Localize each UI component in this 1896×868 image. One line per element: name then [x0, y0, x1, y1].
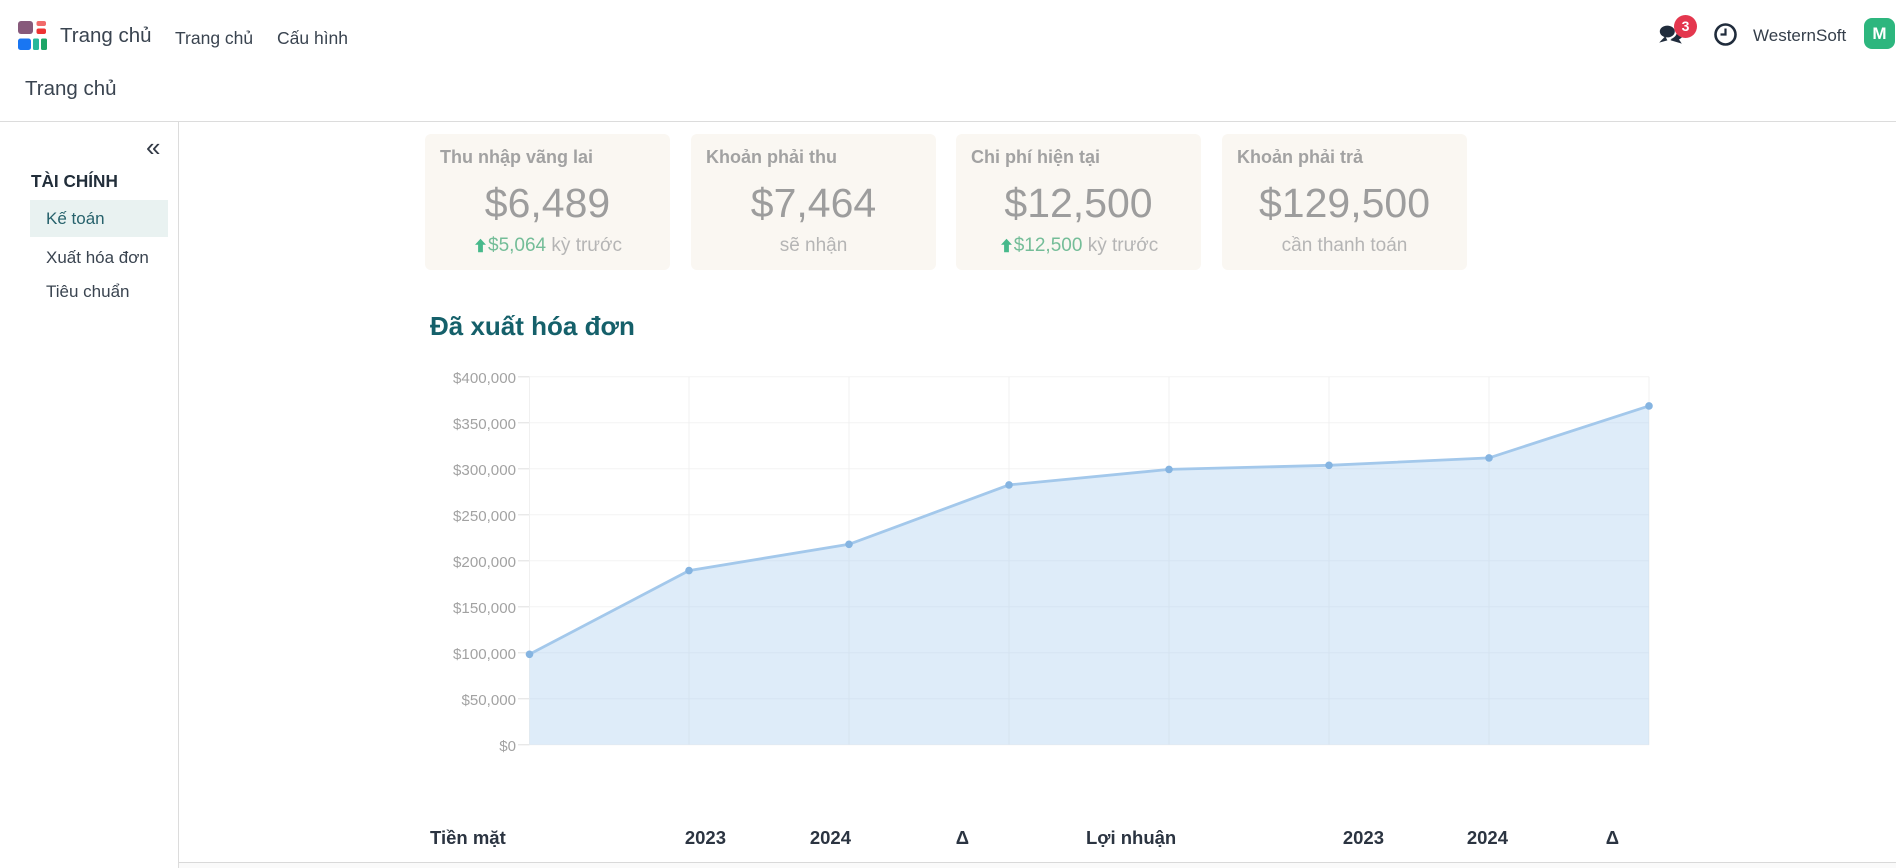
svg-text:$400,000: $400,000 [453, 370, 516, 387]
svg-text:$100,000: $100,000 [453, 646, 516, 663]
svg-text:$250,000: $250,000 [453, 508, 516, 525]
svg-text:$350,000: $350,000 [453, 416, 516, 433]
svg-text:$300,000: $300,000 [453, 462, 516, 479]
svg-text:$50,000: $50,000 [461, 692, 516, 709]
svg-text:$200,000: $200,000 [453, 554, 516, 571]
svg-text:$0: $0 [499, 738, 516, 755]
svg-text:$150,000: $150,000 [453, 600, 516, 617]
